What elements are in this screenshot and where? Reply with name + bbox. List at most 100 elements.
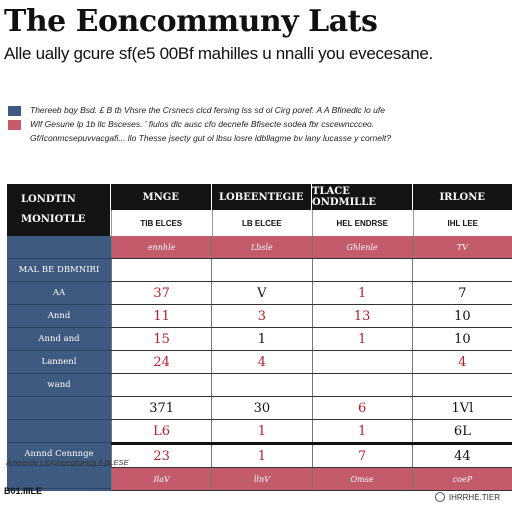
column-header-subtitle: IHL LEE — [412, 210, 512, 236]
table-cell: TV — [411, 236, 512, 258]
table-row: 371 30 6 1Vl — [111, 397, 512, 420]
table-cell — [311, 259, 412, 281]
row-label: Annnd Cennnge — [7, 443, 111, 466]
row-label: AA — [7, 282, 111, 305]
table-cell: 24 — [111, 351, 211, 373]
data-table: LONDTIN MONIOTLE MNGE TIB ELCES LOBEENTE… — [7, 184, 512, 491]
table-cell: 1 — [211, 445, 311, 467]
table-row: L6 1 1 6L — [111, 420, 512, 445]
column-header-title: IRLONE — [439, 191, 486, 203]
table-cell: 7 — [411, 282, 512, 304]
legend-text: Thereeb bqy Bsd. £ B tb Vhsre the Crsnec… — [30, 105, 385, 115]
table-cell: coeP — [411, 468, 512, 490]
legend: Thereeb bqy Bsd. £ B tb Vhsre the Crsnec… — [8, 104, 508, 144]
table-cell — [111, 259, 211, 281]
table-cell: IlaV — [111, 468, 211, 490]
page-title: The Eoncommuny Lats — [4, 4, 378, 39]
table-row — [111, 259, 512, 282]
table-cell: llnV — [211, 468, 311, 490]
table-cell: 37 — [111, 282, 211, 304]
table-cell: 44 — [411, 445, 512, 467]
table-row: 23 1 7 44 — [111, 445, 512, 468]
table-cell: 1Vl — [411, 397, 512, 419]
table-cell: Lbsle — [211, 236, 311, 258]
table-cell: 371 — [111, 397, 211, 419]
header-label-line: MONIOTLE — [21, 214, 86, 225]
table-row: 11 3 13 10 — [111, 305, 512, 328]
table-cell: 10 — [411, 305, 512, 327]
table-row: 37 V 1 7 — [111, 282, 512, 305]
footer-left: B01.IIILE — [4, 486, 43, 496]
footer-right-text: IHRRHE.TIER — [448, 492, 500, 502]
column-header: IRLONE IHL LEE — [411, 184, 512, 236]
table-cell: 10 — [411, 328, 512, 350]
table-cell — [411, 259, 512, 281]
table-row: ennhle Lbsle Ghlenle TV — [111, 236, 512, 259]
header-label: LONDTIN MONIOTLE — [7, 184, 110, 236]
column-header: TLACE ONDMILLE HEL ENDRSE — [311, 184, 412, 236]
legend-extra-text: Gf/Iconmcsepuvvacgafi... llo Thesse jsec… — [30, 133, 391, 143]
header-label-line: LONDTIN — [21, 194, 76, 205]
table-body: MAL BE DBMNIRI AA Annd Annd and Lannenl wand A… — [7, 236, 512, 491]
page-subtitle: Alle ually gcure sf(e5 00Bf mahilles u n… — [4, 44, 433, 63]
circle-icon — [434, 492, 445, 502]
table-cell — [411, 374, 512, 396]
row-labels: MAL BE DBMNIRI AA Annd Annd and Lannenl wand A… — [7, 236, 111, 491]
table-row — [111, 374, 512, 397]
column-header: MNGE TIB ELCES — [110, 184, 211, 236]
table-cell: Omse — [311, 468, 412, 490]
table-cell: 1 — [211, 328, 311, 350]
row-label — [7, 420, 111, 443]
table-row: IlaV llnV Omse coeP — [111, 468, 512, 491]
table-row: 24 4 4 — [111, 351, 512, 374]
table-cell: 11 — [111, 305, 211, 327]
footnote: Ameende Lf(Asngeglfumcg lf BLESE — [6, 458, 129, 467]
legend-item: Thereeb bqy Bsd. £ B tb Vhsre the Crsnec… — [8, 104, 508, 116]
table-cell: 30 — [211, 397, 311, 419]
table-cell: 13 — [311, 305, 412, 327]
row-label — [7, 466, 111, 489]
row-label: wand — [7, 374, 111, 397]
column-header: LOBEENTEGIE LB ELCEE — [210, 184, 311, 236]
column-header-title: LOBEENTEGIE — [219, 191, 304, 203]
legend-swatch-blue — [8, 106, 21, 116]
table-cell: 1 — [311, 328, 412, 350]
column-header-title: MNGE — [142, 191, 179, 203]
row-label — [7, 236, 111, 259]
footer-right: IHRRHE.TIER — [434, 492, 500, 502]
table-cell — [211, 259, 311, 281]
table-cell: Ghlenle — [311, 236, 412, 258]
table-cell: 4 — [211, 351, 311, 373]
table-cell: ennhle — [111, 236, 211, 258]
table-cell: 1 — [211, 420, 311, 442]
row-label: Annd — [7, 305, 111, 328]
table-header: LONDTIN MONIOTLE MNGE TIB ELCES LOBEENTE… — [7, 184, 512, 236]
legend-swatch-red — [8, 120, 21, 130]
table-cell: 6L — [411, 420, 512, 442]
table-cell — [111, 374, 211, 396]
table-cell: 4 — [411, 351, 512, 373]
table-cell: 15 — [111, 328, 211, 350]
table-cell: 3 — [211, 305, 311, 327]
table-cell: 7 — [311, 445, 412, 467]
table-cell: 1 — [311, 420, 412, 442]
row-label: MAL BE DBMNIRI — [7, 259, 111, 282]
table-cell: 6 — [311, 397, 412, 419]
legend-item: Wlf Gesune lp 1b llc Bsceses. ' fiulos d… — [8, 118, 508, 130]
table-cell: L6 — [111, 420, 211, 442]
row-label: Annd and — [7, 328, 111, 351]
column-header-subtitle: HEL ENDRSE — [312, 210, 412, 236]
column-header-subtitle: TIB ELCES — [111, 210, 211, 236]
legend-text: Wlf Gesune lp 1b llc Bsceses. ' fiulos d… — [30, 119, 375, 129]
table-cell: 1 — [311, 282, 412, 304]
table-cell — [311, 374, 412, 396]
row-label — [7, 397, 111, 420]
table-cell — [311, 351, 412, 373]
table-grid: ennhle Lbsle Ghlenle TV 37 V 1 7 11 3 13 10 15 1 1 10 24… — [111, 236, 512, 491]
column-header-subtitle: LB ELCEE — [211, 210, 311, 236]
row-label: Lannenl — [7, 351, 111, 374]
column-header-title: TLACE ONDMILLE — [312, 186, 376, 208]
table-cell: V — [211, 282, 311, 304]
table-cell — [211, 374, 311, 396]
table-row: 15 1 1 10 — [111, 328, 512, 351]
